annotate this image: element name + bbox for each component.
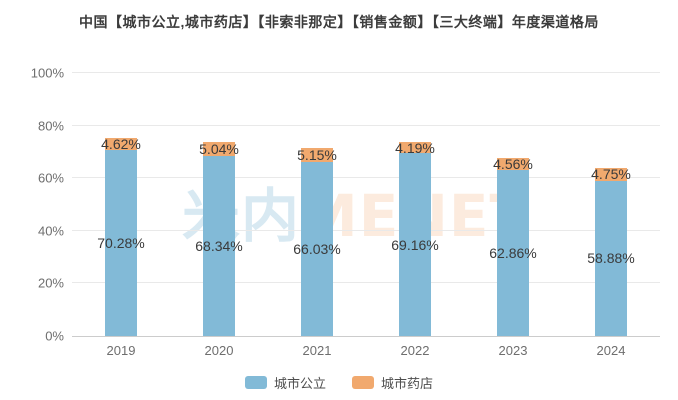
plot-area: 米内MENET 0%20%40%60%80%100% 70.28%4.62%20… bbox=[31, 66, 660, 358]
x-tick-label: 2022 bbox=[400, 343, 430, 358]
x-tick-label: 2019 bbox=[106, 343, 136, 358]
bar-column-2024: 58.88% 4.75% 2024 bbox=[562, 73, 660, 358]
bar-value-label: 69.16% bbox=[391, 236, 439, 253]
bar-segment-城市药店-2019[interactable]: 4.62% bbox=[101, 136, 141, 152]
gridline bbox=[72, 229, 660, 231]
bar-segment-城市药店-2024[interactable]: 4.75% bbox=[591, 166, 631, 182]
x-tick-label: 2024 bbox=[596, 343, 626, 358]
bar-column-2019: 70.28% 4.62% 2019 bbox=[72, 73, 170, 358]
y-tick-label: 20% bbox=[37, 275, 64, 291]
gridline bbox=[72, 124, 660, 126]
bar-segment-城市公立-2023[interactable]: 62.86% bbox=[489, 170, 537, 336]
gridline bbox=[72, 72, 660, 73]
bar-segment-城市公立-2021[interactable]: 66.03% bbox=[293, 161, 341, 336]
bar-segment-城市公立-2019[interactable]: 70.28% bbox=[97, 150, 145, 336]
bar-columns: 70.28% 4.62% 2019 68.34% 5.04% 2020 66.03% 5.15… bbox=[72, 73, 660, 358]
bar-segment-城市药店-2023[interactable]: 4.56% bbox=[493, 156, 533, 172]
bar-segment-城市药店-2022[interactable]: 4.19% bbox=[395, 140, 435, 156]
bar-value-label: 5.15% bbox=[297, 146, 337, 163]
bar-stack: 66.03% 5.15% bbox=[293, 147, 341, 336]
bar-segment-城市公立-2020[interactable]: 68.34% bbox=[195, 155, 243, 336]
bar-value-label: 70.28% bbox=[97, 235, 145, 252]
bar-value-label: 62.86% bbox=[489, 245, 537, 262]
y-tick-label: 100% bbox=[30, 65, 64, 81]
chart-title: 中国【城市公立,城市药店】【非索非那定】【销售金额】【三大终端】年度渠道格局 bbox=[79, 14, 599, 30]
y-tick-label: 0% bbox=[45, 328, 64, 344]
bar-stack: 68.34% 5.04% bbox=[195, 141, 243, 336]
y-tick-label: 80% bbox=[37, 118, 64, 134]
x-tick-label: 2023 bbox=[498, 343, 528, 358]
x-tick-label: 2021 bbox=[302, 343, 332, 358]
bar-value-label: 66.03% bbox=[293, 240, 341, 257]
legend-swatch-icon bbox=[352, 376, 374, 389]
bar-segment-城市公立-2024[interactable]: 58.88% bbox=[587, 180, 635, 336]
bar-value-label: 68.34% bbox=[195, 237, 243, 254]
bar-column-2023: 62.86% 4.56% 2023 bbox=[464, 73, 562, 358]
bar-segment-城市药店-2020[interactable]: 5.04% bbox=[199, 141, 239, 157]
bar-value-label: 5.04% bbox=[199, 140, 239, 157]
bar-segment-城市公立-2022[interactable]: 69.16% bbox=[391, 153, 439, 336]
legend-swatch-icon bbox=[244, 376, 267, 389]
x-tick-label: 2020 bbox=[204, 343, 234, 358]
bar-stack: 58.88% 4.75% bbox=[587, 166, 635, 336]
legend-label: 城市公立 bbox=[273, 376, 326, 391]
y-tick-label: 60% bbox=[37, 170, 64, 186]
gridline bbox=[72, 282, 660, 284]
gridline bbox=[72, 177, 660, 179]
y-tick-label: 40% bbox=[37, 223, 64, 239]
bar-value-label: 4.56% bbox=[493, 156, 533, 173]
bar-segment-城市药店-2021[interactable]: 5.15% bbox=[297, 147, 337, 163]
bar-value-label: 4.62% bbox=[101, 136, 141, 153]
legend: 城市公立 城市药店 bbox=[0, 373, 678, 392]
bar-column-2022: 69.16% 4.19% 2022 bbox=[366, 73, 464, 358]
legend-label: 城市药店 bbox=[381, 376, 434, 391]
bar-stack: 62.86% 4.56% bbox=[489, 156, 537, 336]
bar-stack: 70.28% 4.62% bbox=[97, 136, 145, 336]
bar-column-2020: 68.34% 5.04% 2020 bbox=[170, 73, 268, 358]
bar-value-label: 58.88% bbox=[587, 250, 635, 267]
legend-item-城市公立[interactable]: 城市公立 bbox=[244, 373, 326, 392]
bar-stack: 69.16% 4.19% bbox=[391, 140, 439, 336]
bar-column-2021: 66.03% 5.15% 2021 bbox=[268, 73, 366, 358]
legend-item-城市药店[interactable]: 城市药店 bbox=[352, 373, 433, 392]
bar-value-label: 4.75% bbox=[591, 166, 631, 183]
